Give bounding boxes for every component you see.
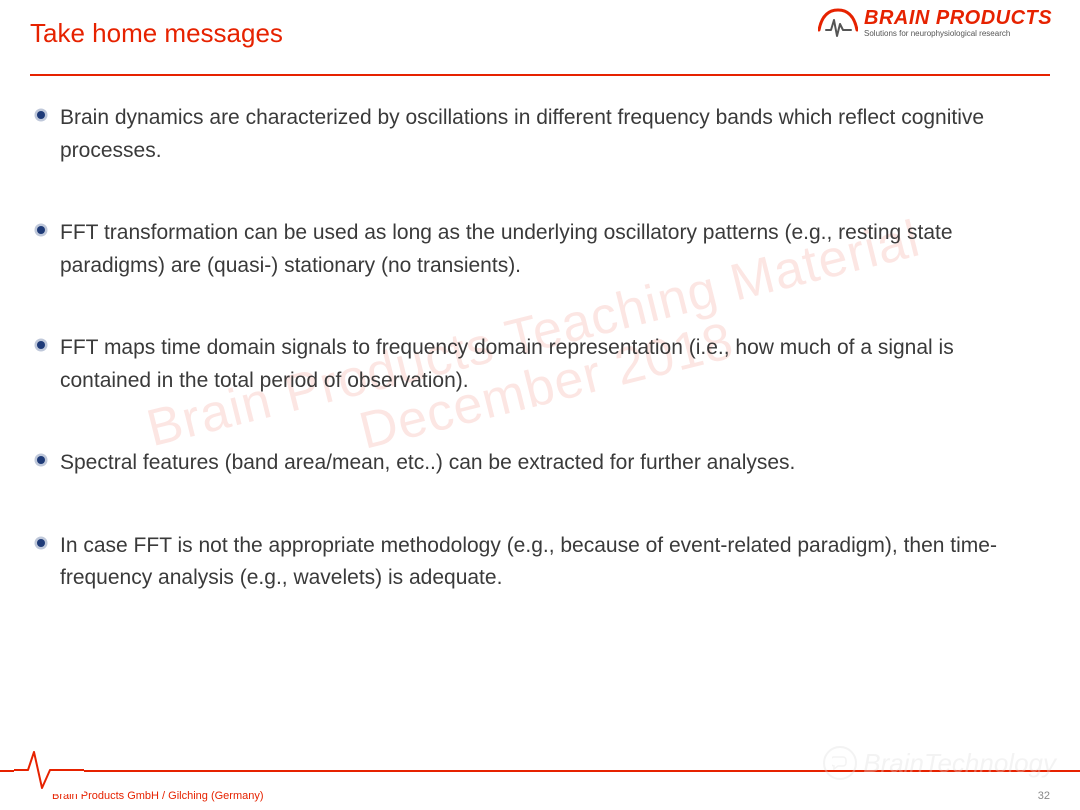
slide: Take home messages BRAIN PRODUCTS Soluti… bbox=[0, 0, 1080, 810]
pulse-icon bbox=[14, 746, 84, 799]
bullet-text: In case FFT is not the appropriate metho… bbox=[56, 530, 1040, 595]
page-number: 32 bbox=[1038, 790, 1050, 802]
bullet-text: Brain dynamics are characterized by osci… bbox=[56, 102, 1040, 167]
bullet-text: Spectral features (band area/mean, etc..… bbox=[56, 447, 1040, 480]
list-item: In case FFT is not the appropriate metho… bbox=[56, 530, 1040, 595]
bullet-text: FFT maps time domain signals to frequenc… bbox=[56, 332, 1040, 397]
bullet-icon bbox=[34, 223, 48, 237]
bullet-icon bbox=[34, 338, 48, 352]
bullet-text: FFT transformation can be used as long a… bbox=[56, 217, 1040, 282]
content-area: Brain dynamics are characterized by osci… bbox=[0, 76, 1080, 595]
bullet-icon bbox=[34, 108, 48, 122]
list-item: Spectral features (band area/mean, etc..… bbox=[56, 447, 1040, 480]
list-item: Brain dynamics are characterized by osci… bbox=[56, 102, 1040, 167]
bullet-icon bbox=[34, 453, 48, 467]
list-item: FFT transformation can be used as long a… bbox=[56, 217, 1040, 282]
brand-tagline: Solutions for neurophysiological researc… bbox=[864, 30, 1052, 38]
corner-watermark: BrainTechnology bbox=[823, 746, 1056, 780]
header: Take home messages BRAIN PRODUCTS Soluti… bbox=[0, 0, 1080, 70]
brand-logo: BRAIN PRODUCTS Solutions for neurophysio… bbox=[818, 6, 1058, 40]
chat-icon bbox=[823, 746, 857, 780]
list-item: FFT maps time domain signals to frequenc… bbox=[56, 332, 1040, 397]
bullet-icon bbox=[34, 536, 48, 550]
brand-name: BRAIN PRODUCTS bbox=[864, 8, 1052, 28]
brain-wave-icon bbox=[818, 6, 858, 40]
corner-watermark-text: BrainTechnology bbox=[863, 748, 1056, 779]
